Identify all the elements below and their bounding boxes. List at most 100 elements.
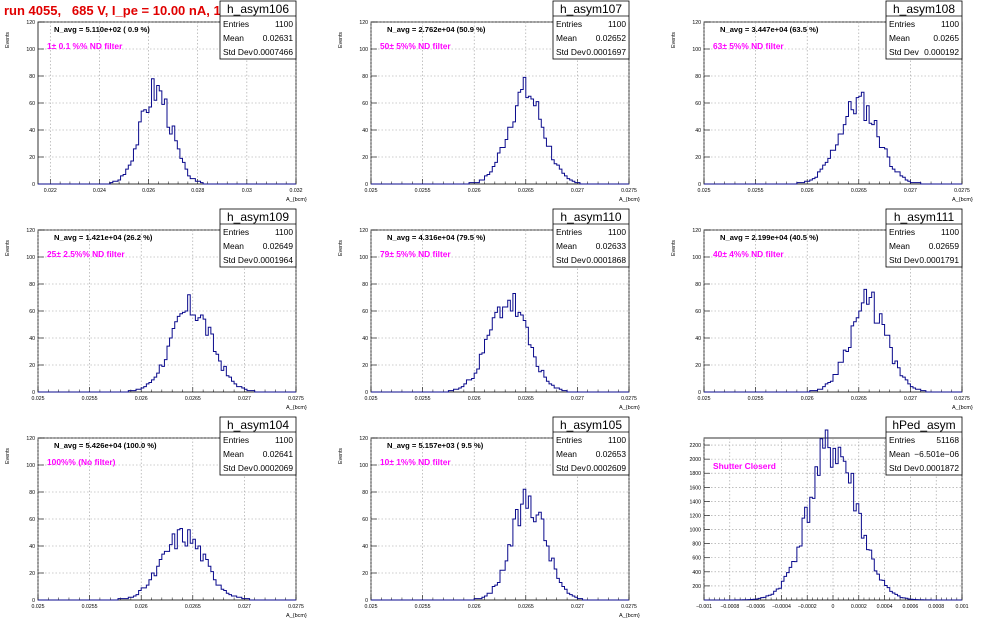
y-tick-label: 80	[29, 282, 35, 288]
stats-key: Std Dev	[889, 47, 920, 57]
y-tick-label: 80	[29, 490, 35, 496]
x-tick-label: 0.026	[142, 188, 155, 194]
y-tick-label: 60	[695, 101, 701, 107]
y-tick-label: 20	[362, 571, 368, 577]
stats-value: 0.02653	[596, 449, 627, 459]
stats-key: Entries	[223, 19, 249, 29]
x-tick-label: 0.0265	[185, 396, 201, 402]
x-tick-label: 0.0004	[877, 604, 893, 610]
n-avg-label: N_avg = 1.421e+04 (26.2 %)	[54, 233, 153, 242]
y-tick-label: 120	[26, 436, 35, 442]
x-tick-label: 0.0265	[518, 188, 534, 194]
filter-note: 1± 0.1 %% ND filter	[47, 41, 123, 51]
histogram-line	[371, 292, 629, 393]
y-tick-label: 0	[365, 182, 368, 188]
stats-key: Mean	[556, 33, 577, 43]
x-axis-label: A_{bcm}	[952, 197, 973, 203]
stats-box	[885, 0, 963, 60]
stats-value: 0.02633	[596, 241, 627, 251]
stats-key: Mean	[889, 33, 910, 43]
filter-note: 40± 4%% ND filter	[713, 249, 784, 259]
y-tick-label: 0	[32, 182, 35, 188]
x-tick-label: 0.027	[571, 396, 584, 402]
x-tick-label: 0.0275	[954, 188, 970, 194]
x-tick-label: 0.0275	[954, 396, 970, 402]
y-tick-label: 80	[362, 74, 368, 80]
x-tick-label: −0.001	[696, 604, 712, 610]
histogram-panel-h_asym107: 0.025 0.0255 0.026 0.0265 0.027 0.0275 0 20 40 60…	[338, 0, 640, 203]
histogram-line	[38, 527, 296, 601]
y-tick-label: 0	[32, 390, 35, 396]
stats-value: 0.000192	[924, 47, 959, 57]
stats-box	[885, 416, 963, 476]
histogram-name: h_asym109	[227, 210, 289, 224]
x-tick-label: 0.027	[238, 604, 251, 610]
y-tick-label: 120	[359, 20, 368, 26]
histogram-line	[38, 294, 296, 393]
stats-key: Std Dev	[556, 255, 587, 265]
filter-note: 100%% (No filter)	[47, 457, 116, 467]
stats-value: 1100	[608, 19, 626, 29]
x-tick-label: 0.026	[135, 604, 148, 610]
y-tick-label: 60	[29, 309, 35, 315]
x-axis-label: A_{bcm}	[286, 405, 307, 411]
stats-value: 0.02641	[263, 449, 294, 459]
stats-key: Mean	[889, 449, 910, 459]
y-tick-label: 0	[698, 390, 701, 396]
histogram-panel-hPed_asym: −0.001 −0.0008 −0.0006 −0.0004 −0.0002 0 0.000…	[689, 416, 969, 610]
n-avg-label: N_avg = 5.157e+03 ( 9.5 %)	[387, 441, 484, 450]
y-tick-label: 100	[26, 463, 35, 469]
n-avg-label: N_avg = 5.426e+04 (100.0 %)	[54, 441, 157, 450]
histogram-line	[371, 488, 629, 601]
x-tick-label: 0.025	[32, 604, 45, 610]
n-avg-label: N_avg = 5.110e+02 ( 0.9 %)	[54, 25, 150, 34]
y-tick-label: 40	[695, 336, 701, 342]
histogram-panel-h_asym108: 0.025 0.0255 0.026 0.0265 0.027 0.0275 0 20 40 60…	[671, 0, 973, 203]
x-tick-label: 0.027	[904, 188, 917, 194]
y-tick-label: 40	[29, 128, 35, 134]
y-tick-label: 120	[692, 20, 701, 26]
stats-key: Std Dev	[889, 463, 920, 473]
x-tick-label: 0.025	[365, 188, 378, 194]
y-tick-label: 1800	[689, 471, 701, 477]
x-tick-label: 0.0255	[415, 396, 431, 402]
x-tick-label: 0.026	[801, 396, 814, 402]
stats-key: Entries	[223, 227, 249, 237]
x-tick-label: 0.026	[468, 188, 481, 194]
stats-value: 0.02649	[263, 241, 294, 251]
histogram-line	[371, 76, 629, 185]
x-tick-label: 0.026	[468, 396, 481, 402]
stats-key: Entries	[556, 227, 582, 237]
x-tick-label: 0.0255	[415, 604, 431, 610]
y-tick-label: 0	[698, 182, 701, 188]
x-tick-label: 0.001	[956, 604, 969, 610]
stats-value: 1100	[275, 435, 293, 445]
stats-value: 0.0265	[933, 33, 959, 43]
stats-value: 1100	[941, 227, 959, 237]
y-tick-label: 40	[29, 336, 35, 342]
y-tick-label: 400	[692, 570, 701, 576]
y-tick-label: 120	[692, 228, 701, 234]
x-tick-label: 0.025	[698, 396, 711, 402]
x-tick-label: −0.0004	[772, 604, 791, 610]
stats-key: Std Dev	[223, 255, 254, 265]
y-tick-label: 80	[362, 490, 368, 496]
stats-value: 0.0001964	[253, 255, 293, 265]
x-tick-label: 0.026	[135, 396, 148, 402]
n-avg-label: N_avg = 4.316e+04 (79.5 %)	[387, 233, 486, 242]
histogram-panel-h_asym110: 0.025 0.0255 0.026 0.0265 0.027 0.0275 0 20 40 60…	[338, 208, 640, 411]
y-tick-label: 120	[26, 228, 35, 234]
y-tick-label: 60	[29, 101, 35, 107]
y-tick-label: 20	[695, 363, 701, 369]
x-tick-label: 0.0275	[621, 604, 637, 610]
y-tick-label: 0	[365, 598, 368, 604]
x-tick-label: 0.027	[238, 396, 251, 402]
stats-box	[552, 416, 630, 476]
y-tick-label: 60	[362, 101, 368, 107]
y-tick-label: 60	[362, 309, 368, 315]
x-tick-label: 0.024	[93, 188, 106, 194]
stats-key: Mean	[223, 33, 244, 43]
y-tick-label: 40	[362, 544, 368, 550]
x-tick-label: 0.0275	[288, 396, 304, 402]
stats-key: Entries	[889, 227, 915, 237]
